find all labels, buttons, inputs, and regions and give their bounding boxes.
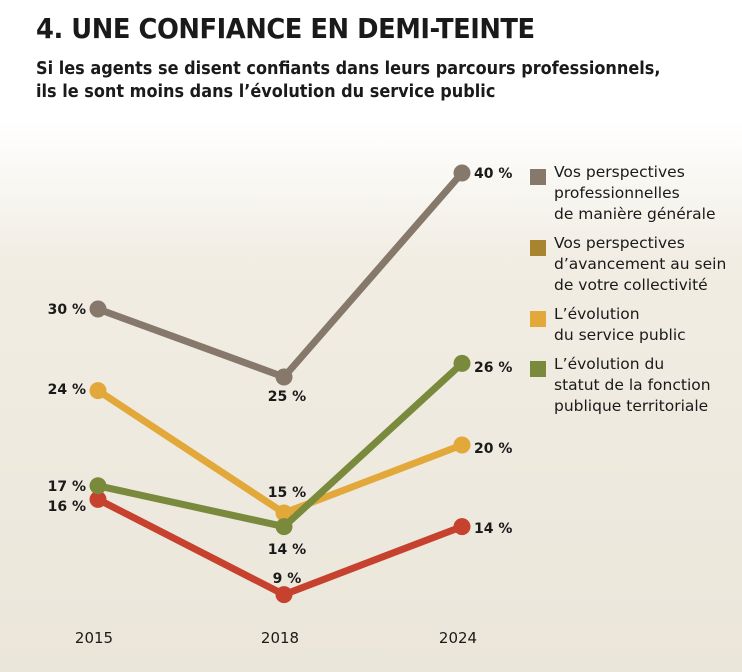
data-label: 16 % [48, 499, 86, 515]
data-point [89, 382, 107, 400]
data-point [275, 504, 293, 522]
x-tick-label: 2015 [75, 629, 113, 647]
x-tick-label: 2024 [439, 629, 477, 647]
data-label: 24 % [48, 382, 86, 398]
data-point [453, 354, 471, 372]
chart-subtitle: Si les agents se disent confiants dans l… [36, 58, 680, 104]
data-label: 26 % [474, 360, 512, 376]
data-label: 17 % [48, 479, 86, 495]
data-point [89, 477, 107, 495]
data-point [275, 518, 293, 536]
data-label: 15 % [268, 485, 306, 501]
legend-item-advancement-perspectives: Vos perspectives d’avancement au sein de… [528, 233, 738, 296]
data-point [453, 436, 471, 454]
data-label: 14 % [268, 542, 306, 558]
data-point [89, 490, 107, 508]
data-label: 14 % [474, 521, 512, 537]
data-label: 30 % [48, 302, 86, 318]
legend-item-public-service-evolution: L’évolution du service public [528, 304, 738, 346]
data-point [275, 586, 293, 604]
data-point [453, 518, 471, 536]
legend-label: L’évolution du service public [554, 305, 686, 344]
series-line-3 [94, 359, 466, 531]
x-tick-label: 2018 [261, 629, 299, 647]
series-line-0 [94, 169, 466, 381]
legend-swatch [530, 169, 546, 185]
legend-swatch [530, 240, 546, 256]
data-label: 25 % [268, 389, 306, 405]
legend-item-statute-evolution: L’évolution du statut de la fonction pub… [528, 354, 738, 417]
subtitle-line-2: ils le sont moins dans l’évolution du se… [36, 82, 496, 102]
legend-label: Vos perspectives professionnelles de man… [554, 163, 716, 223]
legend: Vos perspectives professionnelles de man… [528, 162, 738, 425]
legend-swatch [530, 361, 546, 377]
subtitle-line-1: Si les agents se disent confiants dans l… [36, 59, 661, 79]
legend-item-general-perspectives: Vos perspectives professionnelles de man… [528, 162, 738, 225]
data-point [275, 368, 293, 386]
data-point [89, 300, 107, 318]
data-point [453, 164, 471, 182]
chart-title: 4. UNE CONFIANCE EN DEMI-TEINTE [36, 12, 535, 45]
legend-swatch [530, 311, 546, 327]
data-label: 9 % [273, 571, 302, 587]
data-label: 40 % [474, 166, 512, 182]
legend-label: Vos perspectives d’avancement au sein de… [554, 234, 727, 294]
legend-label: L’évolution du statut de la fonction pub… [554, 355, 711, 415]
data-label: 20 % [474, 441, 512, 457]
